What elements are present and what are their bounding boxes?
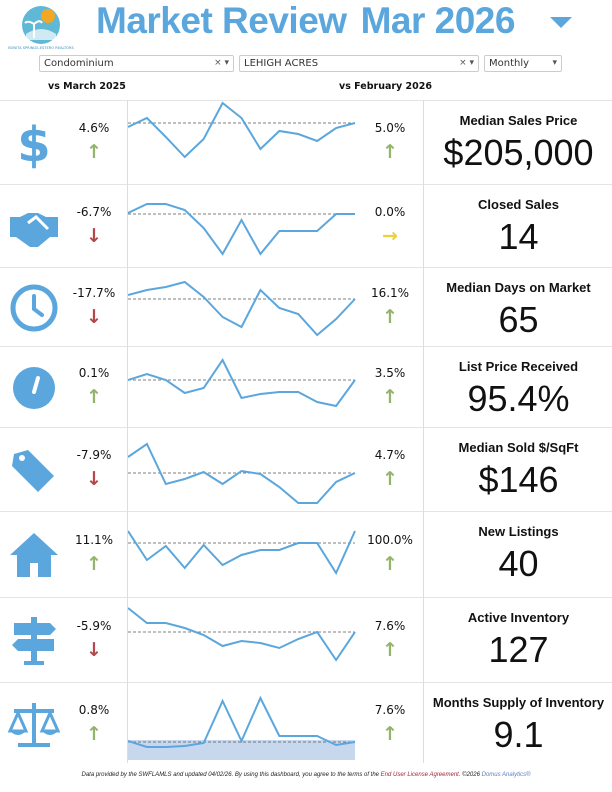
realtors-logo: BONITA SPRINGS-ESTERO REALTORS [8,4,74,60]
arrow-down-icon: ↓ [86,224,102,247]
metric-value: 14 [498,216,539,257]
yoy-change: 0.1% [78,365,110,380]
metric-value: 127 [488,629,549,670]
area-select[interactable]: LEHIGH ACRES × ▾ [239,55,479,72]
frequency-select[interactable]: Monthly ▾ [484,55,562,72]
arrow-up-icon: ↑ [86,553,102,575]
sparkline [128,695,356,748]
mom-change: 100.0% [367,533,413,547]
mom-change: 7.6% [374,618,406,633]
handshake-icon [8,201,60,253]
arrow-down-icon: ↓ [86,468,102,490]
metric-value: 65 [498,299,539,340]
metric-title: Closed Sales [478,197,559,212]
gauge-icon [8,362,60,414]
metric-title: Months Supply of Inventory [432,695,605,710]
arrow-down-icon: ↓ [86,305,102,328]
arrow-up-icon: ↑ [382,638,398,661]
metric-title: Active Inventory [467,610,570,625]
sparkline [128,358,356,408]
metric-title: Median Sold $/SqFt [458,440,579,455]
clear-chevron-icon[interactable]: × ▾ [214,58,229,68]
house-icon [8,529,60,581]
metric-title: Median Sales Price [459,113,578,128]
mom-change: 5.0% [374,121,406,135]
yoy-change: -17.7% [72,285,116,300]
yoy-change: 4.6% [78,121,110,135]
metric-row: -6.7% ↓ 0.0% → Closed Sales 14 [0,184,612,267]
metric-value: 40 [498,543,539,584]
metric-row: 0.1% ↑ 3.5% ↑ List Price Received 95.4% [0,346,612,427]
yoy-change: 0.8% [78,702,110,717]
arrow-up-icon: ↑ [382,468,398,490]
yoy-header: vs March 2025 [48,81,126,92]
property-type-select[interactable]: Condominium × ▾ [39,55,234,72]
yoy-change: 11.1% [74,533,114,547]
divider [423,100,424,763]
clear-chevron-icon[interactable]: × ▾ [459,58,474,68]
chevron-down-icon: ▾ [552,58,557,68]
clock-icon [8,282,60,334]
mom-change: 4.7% [374,448,406,462]
signpost-icon [8,615,60,667]
page-title: Market Review Mar 2026 [96,0,515,41]
dollar-icon: $ [8,117,60,173]
sparkline [128,530,356,576]
mom-change: 16.1% [370,285,410,300]
arrow-down-icon: ↓ [86,638,102,661]
metric-row: -17.7% ↓ 16.1% ↑ Median Days on Market 6… [0,267,612,346]
sparkline [128,101,356,159]
tag-icon [8,444,60,496]
footer: Data provided by the SWFLAMLS and update… [81,772,531,778]
scales-icon [7,699,61,751]
period-dropdown-caret-icon[interactable] [550,17,572,28]
mom-header: vs February 2026 [339,81,432,92]
yoy-change: -7.9% [76,448,112,462]
metric-value: 95.4% [467,378,570,419]
divider [127,100,128,763]
yoy-change: -5.9% [76,618,112,633]
metric-value: $146 [478,459,559,500]
metric-title: New Listings [478,524,559,539]
metric-value: $205,000 [443,132,594,173]
sparkline [128,442,356,504]
sparkline [128,607,356,662]
domus-link[interactable]: Domus Analytics® [481,772,531,778]
metric-title: Median Days on Market [446,280,591,295]
metric-row: -5.9% ↓ 7.6% ↑ Active Inventory 127 [0,597,612,682]
sparkline [128,280,356,337]
arrow-up-icon: ↑ [86,141,102,163]
yoy-change: -6.7% [76,204,112,219]
metric-value: 9.1 [493,714,544,755]
metric-row: -7.9% ↓ 4.7% ↑ Median Sold $/SqFt $146 [0,427,612,511]
arrow-up-icon: ↑ [382,385,398,408]
metric-row: 0.8% ↑ 7.6% ↑ Months Supply of Inventory… [0,682,612,765]
mom-change: 7.6% [374,702,406,717]
sparkline [128,203,355,256]
arrow-up-icon: ↑ [382,141,398,163]
arrow-up-icon: ↑ [382,305,398,328]
mom-change: 3.5% [374,365,406,380]
sparklines [128,101,356,760]
metric-title: List Price Received [458,359,579,374]
metric-row: $ 4.6% ↑ 5.0% ↑ Median Sales Price $205,… [0,100,612,184]
arrow-up-icon: ↑ [382,722,398,745]
metric-row: 11.1% ↑ 100.0% ↑ New Listings 40 [0,511,612,597]
arrow-up-icon: ↑ [86,722,102,745]
license-link[interactable]: End User License Agreement. [380,772,461,778]
mom-change: 0.0% [374,204,406,219]
arrow-up-icon: ↑ [382,553,398,575]
svg-text:$: $ [17,117,50,169]
arrow-up-icon: ↑ [86,385,102,408]
arrow-flat-icon: → [382,224,398,247]
